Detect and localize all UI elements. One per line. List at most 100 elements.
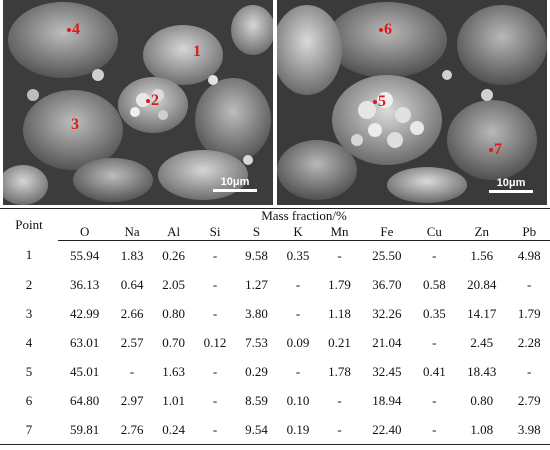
point-cell: 4 — [25, 334, 33, 350]
value-cell: - — [432, 392, 437, 408]
value-cell: - — [527, 363, 532, 379]
element-header-pb: Pb — [508, 223, 550, 241]
scale-bar-right: 10μm — [489, 177, 533, 193]
value-cell: 18.43 — [467, 363, 497, 379]
value-cell: - — [337, 247, 342, 263]
value-cell: 1.01 — [162, 392, 185, 408]
point-cell: 7 — [0, 415, 58, 445]
value-cell: 1.78 — [328, 363, 351, 379]
value-cell: 0.19 — [277, 415, 319, 445]
value-cell: 42.99 — [70, 305, 100, 321]
element-header-k: K — [277, 223, 319, 241]
value-cell: - — [212, 276, 218, 292]
point-label-1: 1 — [193, 43, 201, 60]
value-cell: 2.45 — [470, 334, 494, 350]
value-cell: - — [295, 276, 301, 292]
value-cell: - — [129, 363, 135, 379]
value-cell: 2.97 — [120, 392, 144, 408]
value-cell: 22.40 — [360, 415, 414, 445]
sem-texture-left — [3, 0, 273, 205]
value-cell: 32.45 — [372, 363, 402, 379]
value-cell: 1.63 — [162, 363, 185, 379]
value-cell: 63.01 — [70, 334, 100, 350]
element-header-row: O Na Al Si S K Mn Fe Cu Zn Pb — [0, 223, 550, 241]
value-cell: - — [295, 363, 301, 379]
value-cell: 7.53 — [245, 334, 268, 350]
value-cell: 2.76 — [111, 415, 153, 445]
value-cell: - — [212, 247, 218, 263]
value-cell: 2.28 — [517, 334, 541, 350]
table-body: 1 55.94 1.83 0.26 - 9.58 0.35 - 25.50 - 1.56 4.98 2 3… — [0, 241, 550, 445]
element-header-zn: Zn — [455, 223, 509, 241]
value-cell: 4.98 — [517, 247, 541, 263]
value-cell: 0.64 — [120, 276, 144, 292]
point-cell: 5 — [25, 363, 33, 379]
value-cell: 1.27 — [245, 276, 268, 292]
value-cell: 0.10 — [286, 392, 310, 408]
value-cell: 0.21 — [328, 334, 351, 350]
value-cell: 0.35 — [422, 305, 446, 321]
scale-bar-line — [213, 189, 257, 192]
value-cell: 0.80 — [470, 392, 494, 408]
point-column-header: Point — [0, 208, 58, 241]
value-cell: 18.94 — [372, 392, 402, 408]
scale-bar-left: 10μm — [213, 176, 257, 192]
element-header-si: Si — [194, 223, 236, 241]
table-row: 5 45.01 - 1.63 - 0.29 - 1.78 32.45 0.41 18.43 - — [0, 357, 550, 386]
value-cell: 3.80 — [245, 305, 268, 321]
point-label-3: 3 — [71, 116, 79, 133]
value-cell: - — [432, 247, 437, 263]
value-cell: 1.79 — [328, 276, 351, 292]
element-header-na: Na — [111, 223, 153, 241]
table-row: 6 64.80 2.97 1.01 - 8.59 0.10 - 18.94 - 0.80 2.79 — [0, 386, 550, 415]
value-cell: 0.70 — [162, 334, 185, 350]
value-cell: - — [212, 392, 218, 408]
value-cell: 32.26 — [372, 305, 402, 321]
table-row: 3 42.99 2.66 0.80 - 3.80 - 1.18 32.26 0.35 14.17 1.… — [0, 299, 550, 328]
point-cell: 3 — [25, 305, 33, 321]
point-label-7: 7 — [489, 142, 502, 158]
point-cell: 1 — [25, 247, 33, 263]
value-cell: 3.98 — [508, 415, 550, 445]
element-header-fe: Fe — [360, 223, 414, 241]
value-cell: 0.26 — [162, 247, 185, 263]
value-cell: - — [194, 415, 236, 445]
value-cell: 64.80 — [70, 392, 100, 408]
value-cell: 20.84 — [467, 276, 497, 292]
point-label-5: 5 — [373, 94, 386, 110]
value-cell: 0.29 — [245, 363, 268, 379]
value-cell: - — [318, 415, 361, 445]
sem-image-right: 6 5 7 10μm — [277, 0, 547, 205]
table-row: 1 55.94 1.83 0.26 - 9.58 0.35 - 25.50 - 1.56 4.98 — [0, 241, 550, 271]
value-cell: 1.08 — [455, 415, 509, 445]
value-cell: 1.83 — [120, 247, 144, 263]
value-cell: 9.58 — [245, 247, 268, 263]
value-cell: 36.13 — [70, 276, 100, 292]
element-header-mn: Mn — [318, 223, 361, 241]
value-cell: 36.70 — [372, 276, 402, 292]
point-cell: 2 — [25, 276, 33, 292]
point-cell: 6 — [25, 392, 33, 408]
value-cell: 8.59 — [245, 392, 268, 408]
sem-texture-right — [277, 0, 547, 205]
value-cell: 0.35 — [286, 247, 310, 263]
value-cell: 2.79 — [517, 392, 541, 408]
scale-bar-line — [489, 190, 533, 193]
value-cell: - — [212, 363, 218, 379]
value-cell: - — [337, 392, 342, 408]
table-row: 4 63.01 2.57 0.70 0.12 7.53 0.09 0.21 21.04 - 2.45… — [0, 328, 550, 357]
value-cell: 0.24 — [152, 415, 195, 445]
element-header-o: O — [58, 223, 112, 241]
value-cell: 1.56 — [470, 247, 494, 263]
point-label-4: 4 — [67, 22, 80, 38]
point-label-2: 2 — [146, 93, 159, 109]
value-cell: 1.79 — [517, 305, 541, 321]
value-cell: 0.12 — [203, 334, 227, 350]
element-header-cu: Cu — [413, 223, 456, 241]
value-cell: 0.80 — [162, 305, 185, 321]
value-cell: - — [527, 276, 532, 292]
value-cell: 0.58 — [422, 276, 446, 292]
table-row: 2 36.13 0.64 2.05 - 1.27 - 1.79 36.70 0.58 20.84 - — [0, 270, 550, 299]
value-cell: 1.18 — [328, 305, 351, 321]
value-cell: 2.57 — [120, 334, 144, 350]
